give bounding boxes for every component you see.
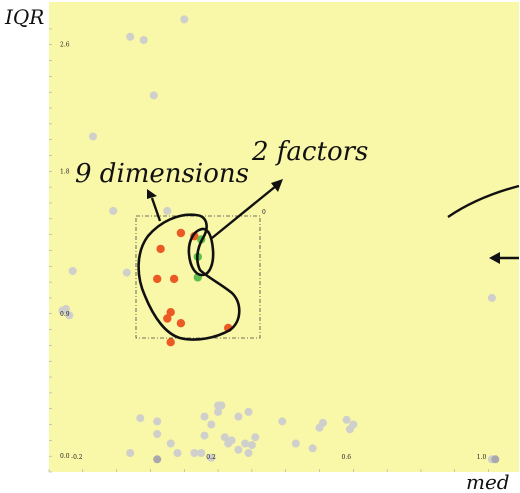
gray-point bbox=[166, 439, 175, 448]
x-axis-title: med bbox=[466, 470, 510, 493]
gray-point bbox=[241, 439, 250, 448]
gray-point bbox=[190, 449, 199, 457]
x-tick-label: -0.2 bbox=[71, 454, 83, 461]
gray-point bbox=[163, 206, 172, 215]
gray-point bbox=[227, 436, 236, 445]
gray-point bbox=[251, 433, 260, 442]
factors-arrowhead bbox=[271, 179, 283, 192]
data-points bbox=[58, 15, 500, 464]
gray-point bbox=[234, 445, 243, 454]
dimensions-arrowhead bbox=[147, 189, 157, 199]
red-point bbox=[166, 308, 175, 317]
gray-point bbox=[61, 305, 70, 313]
gray-point bbox=[220, 433, 229, 442]
corner-label: 0 bbox=[262, 209, 266, 216]
gray-point bbox=[136, 414, 145, 423]
gray-point bbox=[487, 293, 496, 302]
gray-point bbox=[109, 206, 118, 215]
red-point bbox=[176, 228, 186, 238]
gray-point bbox=[234, 412, 243, 421]
gray-point bbox=[217, 401, 226, 410]
gray-point bbox=[342, 415, 351, 424]
red-point bbox=[176, 319, 186, 328]
gray-point bbox=[214, 407, 223, 416]
gray-point bbox=[244, 407, 253, 416]
y-axis-title: IQR bbox=[4, 5, 44, 29]
y-tick-label: 1.8 bbox=[60, 168, 70, 175]
tick-marks bbox=[48, 28, 489, 473]
red-point bbox=[166, 338, 175, 347]
gray-point bbox=[200, 431, 209, 440]
gray-point bbox=[291, 439, 300, 448]
factors-annotation: 2 factors bbox=[251, 137, 368, 167]
gray-point bbox=[244, 449, 253, 457]
dark_gray-point bbox=[153, 455, 162, 464]
gray-point bbox=[65, 311, 74, 320]
gray-point bbox=[345, 425, 354, 434]
right-arrowhead bbox=[489, 252, 500, 264]
red-point bbox=[153, 274, 162, 284]
y-tick-label: 0.9 bbox=[60, 311, 70, 318]
dimensions-arrow bbox=[150, 197, 162, 222]
gray-point bbox=[126, 449, 135, 457]
gray-point bbox=[153, 417, 162, 426]
dark_gray-point bbox=[491, 455, 500, 464]
right-curve-arrow bbox=[447, 184, 520, 218]
red-point bbox=[169, 274, 179, 284]
gray-point bbox=[180, 15, 189, 24]
red-point bbox=[163, 314, 172, 323]
selection-box bbox=[135, 215, 261, 339]
x-tick-label: 1.0 bbox=[477, 454, 487, 461]
gray-point bbox=[278, 417, 287, 426]
gray-point bbox=[153, 430, 162, 438]
gray-point bbox=[247, 441, 256, 450]
tick-labels: -0.2 0.2 0.6 1.0 0.0 0.9 1.8 2.6 bbox=[60, 42, 487, 461]
gray-point bbox=[126, 32, 135, 41]
factors-outline bbox=[187, 227, 215, 277]
dimensions-outline bbox=[137, 213, 241, 341]
y-tick-label: 0.0 bbox=[60, 453, 70, 460]
gray-point bbox=[139, 36, 148, 44]
gray-point bbox=[207, 420, 216, 429]
gray-point bbox=[149, 91, 158, 100]
factors-arrow bbox=[211, 185, 277, 239]
red-point bbox=[156, 244, 165, 254]
gray-point bbox=[207, 453, 216, 462]
gray-point bbox=[89, 132, 97, 141]
x-tick-label: 0.6 bbox=[342, 454, 352, 461]
gray-point bbox=[200, 412, 209, 421]
plot-background bbox=[49, 2, 519, 472]
gray-point bbox=[173, 449, 182, 457]
gray-point bbox=[68, 267, 77, 275]
gray-point bbox=[122, 268, 131, 277]
x-tick-label: 0.2 bbox=[206, 454, 216, 461]
y-tick-label: 2.6 bbox=[60, 42, 70, 49]
gray-point bbox=[315, 423, 324, 432]
gray-point bbox=[197, 449, 206, 457]
gray-point bbox=[308, 444, 317, 453]
dimensions-annotation: 9 dimensions bbox=[75, 159, 249, 189]
